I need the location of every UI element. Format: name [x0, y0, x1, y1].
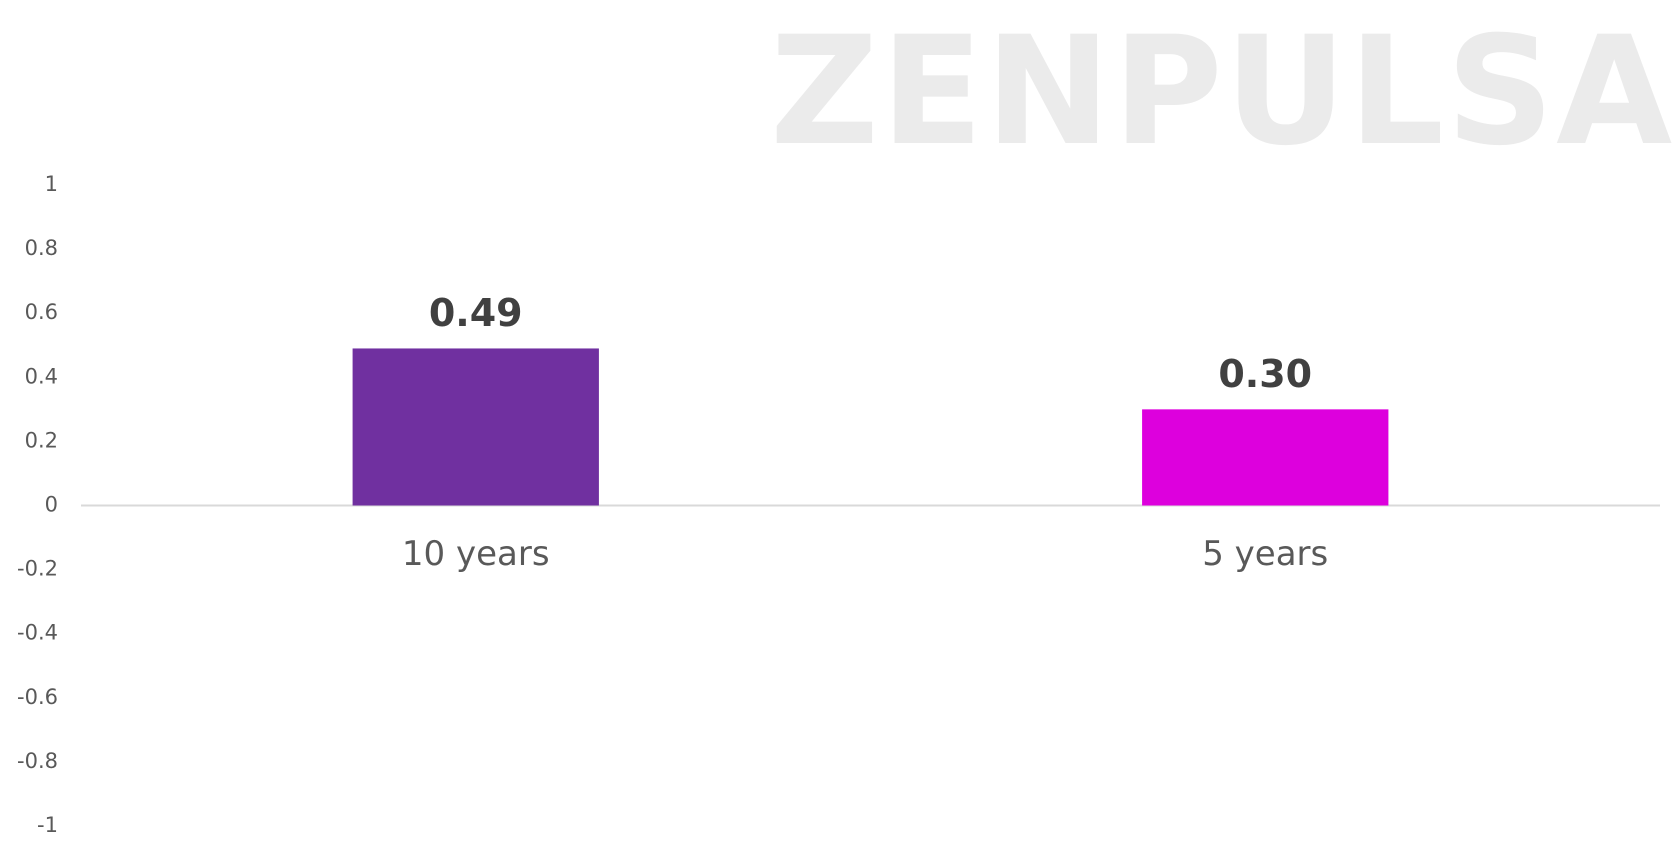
bar	[352, 348, 599, 506]
y-tick-label: -0.8	[17, 749, 58, 773]
y-tick-label: 0	[45, 493, 58, 517]
y-tick-label: 0.4	[25, 364, 58, 388]
y-tick-label: -1	[37, 813, 58, 837]
y-tick-label: 0.8	[25, 236, 58, 260]
y-tick-label: 0.6	[25, 300, 58, 324]
y-tick-label: -0.4	[17, 621, 58, 645]
watermark: ZENPULSAR	[770, 5, 1676, 179]
y-tick-label: -0.2	[17, 557, 58, 581]
bar	[1142, 409, 1389, 506]
value-label: 0.49	[429, 291, 523, 335]
value-label: 0.30	[1218, 352, 1312, 396]
y-tick-label: 0.2	[25, 428, 58, 452]
y-tick-label: 1	[45, 172, 58, 196]
x-tick-label: 5 years	[1202, 534, 1328, 574]
x-tick-label: 10 years	[402, 534, 550, 574]
y-tick-label: -0.6	[17, 685, 58, 709]
